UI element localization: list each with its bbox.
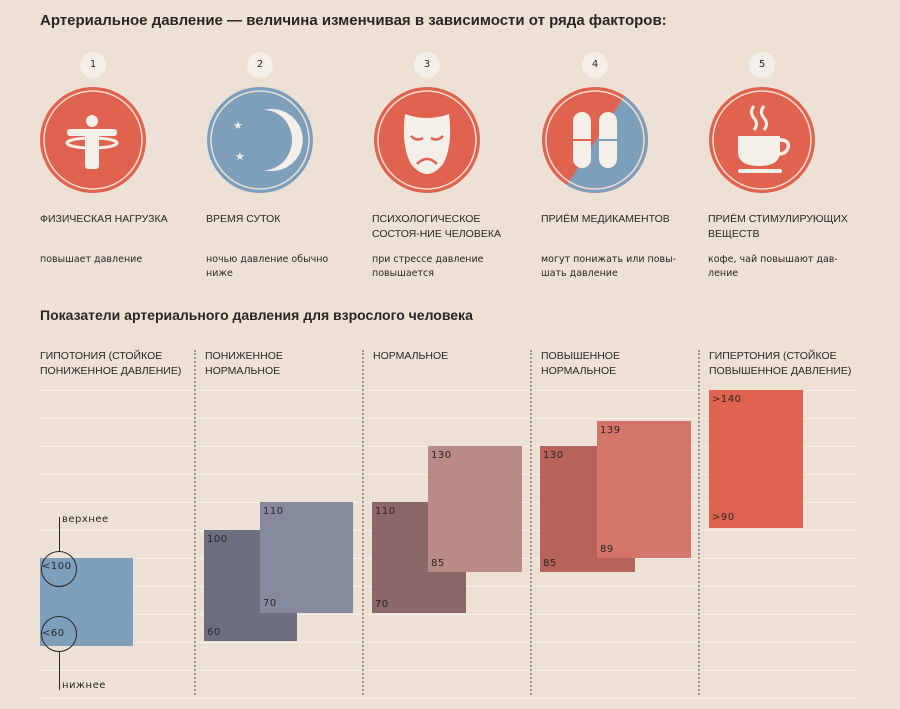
factor-title: Приём медикаментов <box>541 213 670 225</box>
legend-line <box>59 517 61 551</box>
upper-value: 130 <box>543 450 564 461</box>
category-label: Повышенное нормальное <box>541 350 620 377</box>
grid-line <box>40 390 858 391</box>
factor-title: Психологическое состоя-ние человека <box>372 213 501 240</box>
category-label: Нормальное <box>373 350 449 362</box>
category-label: Пониженное нормальное <box>205 350 283 377</box>
lower-value: >90 <box>712 512 735 523</box>
svg-text:★: ★ <box>233 119 243 132</box>
number-badge: 1 <box>80 52 106 78</box>
lower-value: 60 <box>207 627 221 638</box>
lower-value: 85 <box>543 558 557 569</box>
sad-mask-icon <box>374 87 480 193</box>
column-divider <box>698 350 700 695</box>
factor-desc: ночью давление обычно ниже <box>206 254 329 279</box>
coffee-cup-icon <box>709 87 815 193</box>
factor-desc: кофе, чай повышают дав-ление <box>708 254 838 279</box>
lower-value: 70 <box>263 598 277 609</box>
section-subtitle: Показатели артериального давления для вз… <box>40 307 473 323</box>
bar-hypertension: >140 >90 <box>709 390 803 528</box>
lower-value: 70 <box>375 599 389 610</box>
grid-line <box>40 614 858 615</box>
pills-icon <box>542 87 648 193</box>
upper-value: 139 <box>600 425 621 436</box>
number-badge: 5 <box>749 52 775 78</box>
number-badge: 3 <box>414 52 440 78</box>
lower-value: 89 <box>600 544 614 555</box>
column-divider <box>530 350 532 695</box>
category-label: Гипертония (стойкое повышенное давление) <box>709 350 852 377</box>
legend-line <box>59 652 61 690</box>
moon-stars-icon: ★★ <box>207 87 313 193</box>
upper-value: >140 <box>712 394 742 405</box>
grid-line <box>40 418 858 419</box>
factor-title: Физическая нагрузка <box>40 213 168 225</box>
factor-title: Время суток <box>206 213 281 225</box>
number-badge: 2 <box>247 52 273 78</box>
bar-normal-2: 130 85 <box>428 446 522 572</box>
column-divider <box>362 350 364 695</box>
svg-text:★: ★ <box>235 150 245 163</box>
upper-value: 110 <box>375 506 396 517</box>
column-divider <box>194 350 196 695</box>
legend-circle <box>41 616 77 652</box>
lower-value: 85 <box>431 558 445 569</box>
upper-value: 100 <box>207 534 228 545</box>
page-title: Артериальное давление — величина изменчи… <box>40 12 667 29</box>
bar-high-normal-2: 139 89 <box>597 421 691 558</box>
factor-desc: могут понижать или повы-шать давление <box>541 254 677 279</box>
upper-value: 130 <box>431 450 452 461</box>
number-badge: 4 <box>582 52 608 78</box>
grid-line <box>40 670 858 671</box>
factor-title: Приём стимулирующих веществ <box>708 213 848 240</box>
factor-desc: повышает давление <box>40 254 143 265</box>
upper-value: 110 <box>263 506 284 517</box>
legend-upper: верхнее <box>62 514 109 525</box>
category-label: Гипотония (стойкое пониженное давление) <box>40 350 182 377</box>
hula-hoop-person-icon <box>40 87 146 193</box>
bar-low-normal-2: 110 70 <box>260 502 353 613</box>
legend-lower: нижнее <box>62 680 106 691</box>
legend-circle <box>41 551 77 587</box>
grid-line <box>40 642 858 643</box>
grid-line <box>40 698 858 699</box>
factor-desc: при стрессе давление повышается <box>372 254 484 279</box>
